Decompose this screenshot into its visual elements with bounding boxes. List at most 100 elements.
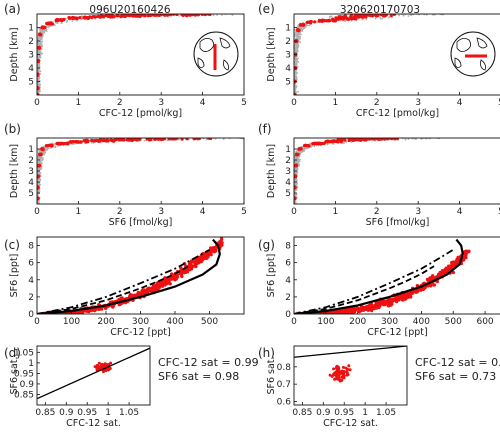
background-point	[328, 15, 331, 18]
x-tick-label: 600	[476, 317, 493, 327]
y-tick-label: 0.8	[277, 363, 292, 373]
station-point	[298, 23, 303, 27]
station-point	[208, 138, 213, 141]
plot-area-b	[37, 137, 273, 204]
x-axis-label: CFC-12 [pmol/kg]	[356, 108, 439, 119]
station-point	[376, 14, 380, 18]
station-point	[294, 164, 298, 168]
y-tick-label: 3	[28, 51, 34, 61]
background-point	[374, 17, 377, 20]
station-point	[395, 138, 400, 141]
station-point	[332, 367, 336, 371]
background-point	[296, 158, 299, 161]
axes-frame-b	[36, 137, 245, 205]
station-point	[313, 20, 317, 24]
station-point	[317, 19, 322, 23]
station-point	[294, 174, 297, 179]
x-axis-label: CFC-12 [ppt]	[367, 327, 427, 338]
station-point	[62, 141, 66, 146]
station-point	[195, 259, 199, 263]
station-point	[294, 52, 298, 56]
station-point	[201, 252, 206, 257]
station-point	[203, 14, 207, 17]
background-point	[38, 156, 41, 158]
x-tick-label: 5	[241, 207, 247, 217]
station-point	[168, 281, 172, 286]
station-point	[348, 368, 352, 372]
station-point	[328, 373, 332, 377]
station-point	[387, 299, 391, 303]
x-tick-label: 0.95	[334, 408, 354, 418]
background-point	[294, 59, 297, 62]
background-point	[316, 21, 319, 24]
station-point	[345, 371, 349, 375]
station-point	[185, 14, 189, 17]
x-tick-label: 300	[132, 317, 149, 327]
background-point	[39, 43, 42, 45]
background-point	[37, 91, 40, 94]
station-point	[185, 138, 189, 141]
station-point	[294, 93, 297, 95]
station-point	[106, 14, 110, 18]
x-tick-label: 200	[349, 317, 366, 327]
background-point	[350, 141, 353, 144]
station-point	[142, 14, 146, 17]
panel-title-a: 096U20160426	[89, 4, 170, 16]
plot-area-h	[294, 346, 407, 383]
x-tick-label: 0.95	[77, 408, 97, 418]
background-point	[72, 143, 75, 146]
station-point	[74, 16, 78, 20]
y-axis-label: SF6 sat.	[266, 356, 277, 394]
background-point	[39, 41, 42, 44]
station-point	[341, 310, 346, 314]
background-point	[330, 15, 333, 18]
station-point	[366, 308, 371, 312]
station-points-a	[37, 14, 212, 95]
station-point	[200, 255, 204, 259]
station-point	[451, 270, 455, 275]
station-point	[463, 253, 468, 258]
y-tick-label: 4	[28, 276, 34, 286]
background-point	[271, 137, 273, 139]
background-point	[365, 18, 368, 21]
y-tick-label: 0.9	[20, 380, 35, 390]
station-point	[163, 282, 167, 287]
background-point	[216, 14, 219, 16]
background-point	[402, 14, 405, 17]
station-point	[92, 308, 97, 313]
y-tick-label: 5	[285, 78, 291, 88]
background-point	[38, 150, 41, 153]
panel-letter-f: (f)	[258, 122, 272, 136]
background-point	[38, 64, 41, 67]
station-point	[100, 364, 104, 368]
station-point	[432, 283, 437, 287]
x-tick-label: 1.05	[376, 408, 396, 418]
station-point	[452, 262, 456, 266]
station-point	[124, 14, 129, 18]
x-tick-label: 1.05	[119, 408, 139, 418]
background-point	[296, 34, 299, 36]
y-tick-label: 2	[285, 293, 291, 303]
station-point	[376, 138, 381, 141]
background-point	[252, 137, 254, 139]
background-point	[38, 184, 41, 187]
station-point	[363, 138, 367, 142]
background-point	[296, 25, 299, 28]
background-point	[46, 147, 49, 150]
station-point	[393, 138, 397, 141]
background-point	[37, 51, 40, 53]
station-point	[150, 14, 155, 17]
x-tick-label: 400	[166, 317, 183, 327]
station-point	[335, 364, 339, 368]
y-tick-label: 3	[285, 167, 291, 177]
panel-f	[293, 137, 500, 205]
panel-c	[36, 236, 245, 315]
station-points-g	[295, 249, 471, 314]
curve-dashed	[294, 265, 435, 314]
x-axis-label: CFC-12 sat.	[66, 418, 121, 429]
curve-solid	[294, 238, 464, 314]
station-point	[382, 138, 387, 141]
station-point	[93, 15, 97, 19]
background-point	[294, 89, 297, 92]
background-point	[309, 142, 312, 145]
